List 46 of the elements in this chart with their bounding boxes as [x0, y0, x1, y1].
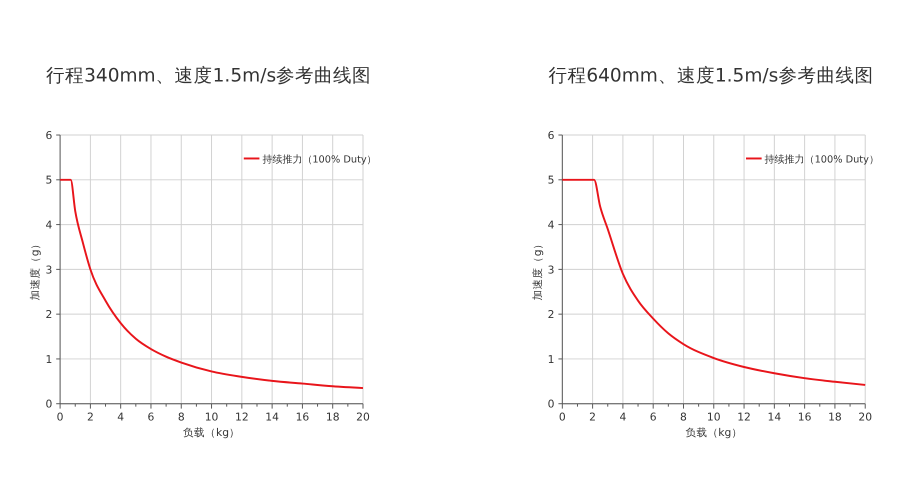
y-tick-label: 4	[548, 218, 555, 232]
x-tick-label: 20	[858, 410, 872, 424]
y-tick-label: 6	[548, 128, 555, 142]
x-tick-label: 4	[117, 410, 124, 424]
y-tick-label: 0	[548, 398, 555, 411]
x-tick-label: 2	[86, 410, 94, 424]
y-tick-label: 4	[45, 218, 52, 232]
x-tick-label: 10	[706, 410, 721, 424]
y-tick-label: 3	[548, 263, 554, 276]
line-series	[561, 178, 866, 386]
x-tick-label: 0	[56, 410, 64, 424]
y-tick-label: 2	[45, 308, 52, 322]
y-tick-label: 1	[45, 352, 52, 366]
chart-title: 行程340mm、速度1.5m/s参考曲线图	[46, 64, 372, 86]
line-series	[59, 178, 364, 390]
x-tick-label: 6	[148, 410, 155, 424]
x-axis-title: 负载（kg）	[183, 426, 240, 439]
x-tick-label: 20	[356, 410, 370, 424]
legend-label: 持续推力（100% Duty）	[764, 153, 879, 166]
x-tick-label: 16	[798, 410, 812, 424]
x-tick-label: 6	[650, 410, 657, 424]
y-tick-label: 5	[548, 174, 554, 187]
y-tick-label: 0	[45, 398, 52, 411]
x-tick-label: 12	[737, 410, 751, 424]
y-tick-label: 6	[45, 128, 52, 142]
y-tick-label: 2	[548, 308, 554, 322]
x-axis-title: 负载（kg）	[685, 426, 742, 439]
x-tick-label: 8	[680, 410, 688, 424]
y-axis-title: 加速度（g）	[530, 238, 544, 300]
x-tick-label: 14	[768, 410, 782, 424]
y-tick-label: 1	[548, 352, 554, 366]
x-tick-label: 10	[204, 410, 219, 424]
x-tick-label: 18	[326, 410, 340, 424]
y-tick-label: 3	[45, 263, 52, 276]
chart-title: 行程640mm、速度1.5m/s参考曲线图	[548, 64, 874, 86]
y-axis-title: 加速度（g）	[28, 238, 42, 300]
x-tick-label: 16	[296, 410, 310, 424]
x-tick-label: 12	[235, 410, 249, 424]
legend-label: 持续推力（100% Duty）	[262, 153, 377, 166]
x-tick-label: 0	[558, 410, 566, 424]
x-tick-label: 8	[178, 410, 185, 424]
y-tick-label: 5	[45, 174, 52, 187]
x-tick-label: 2	[589, 410, 596, 424]
x-tick-label: 4	[619, 410, 626, 424]
x-tick-label: 18	[828, 410, 842, 424]
x-tick-label: 14	[265, 410, 280, 424]
